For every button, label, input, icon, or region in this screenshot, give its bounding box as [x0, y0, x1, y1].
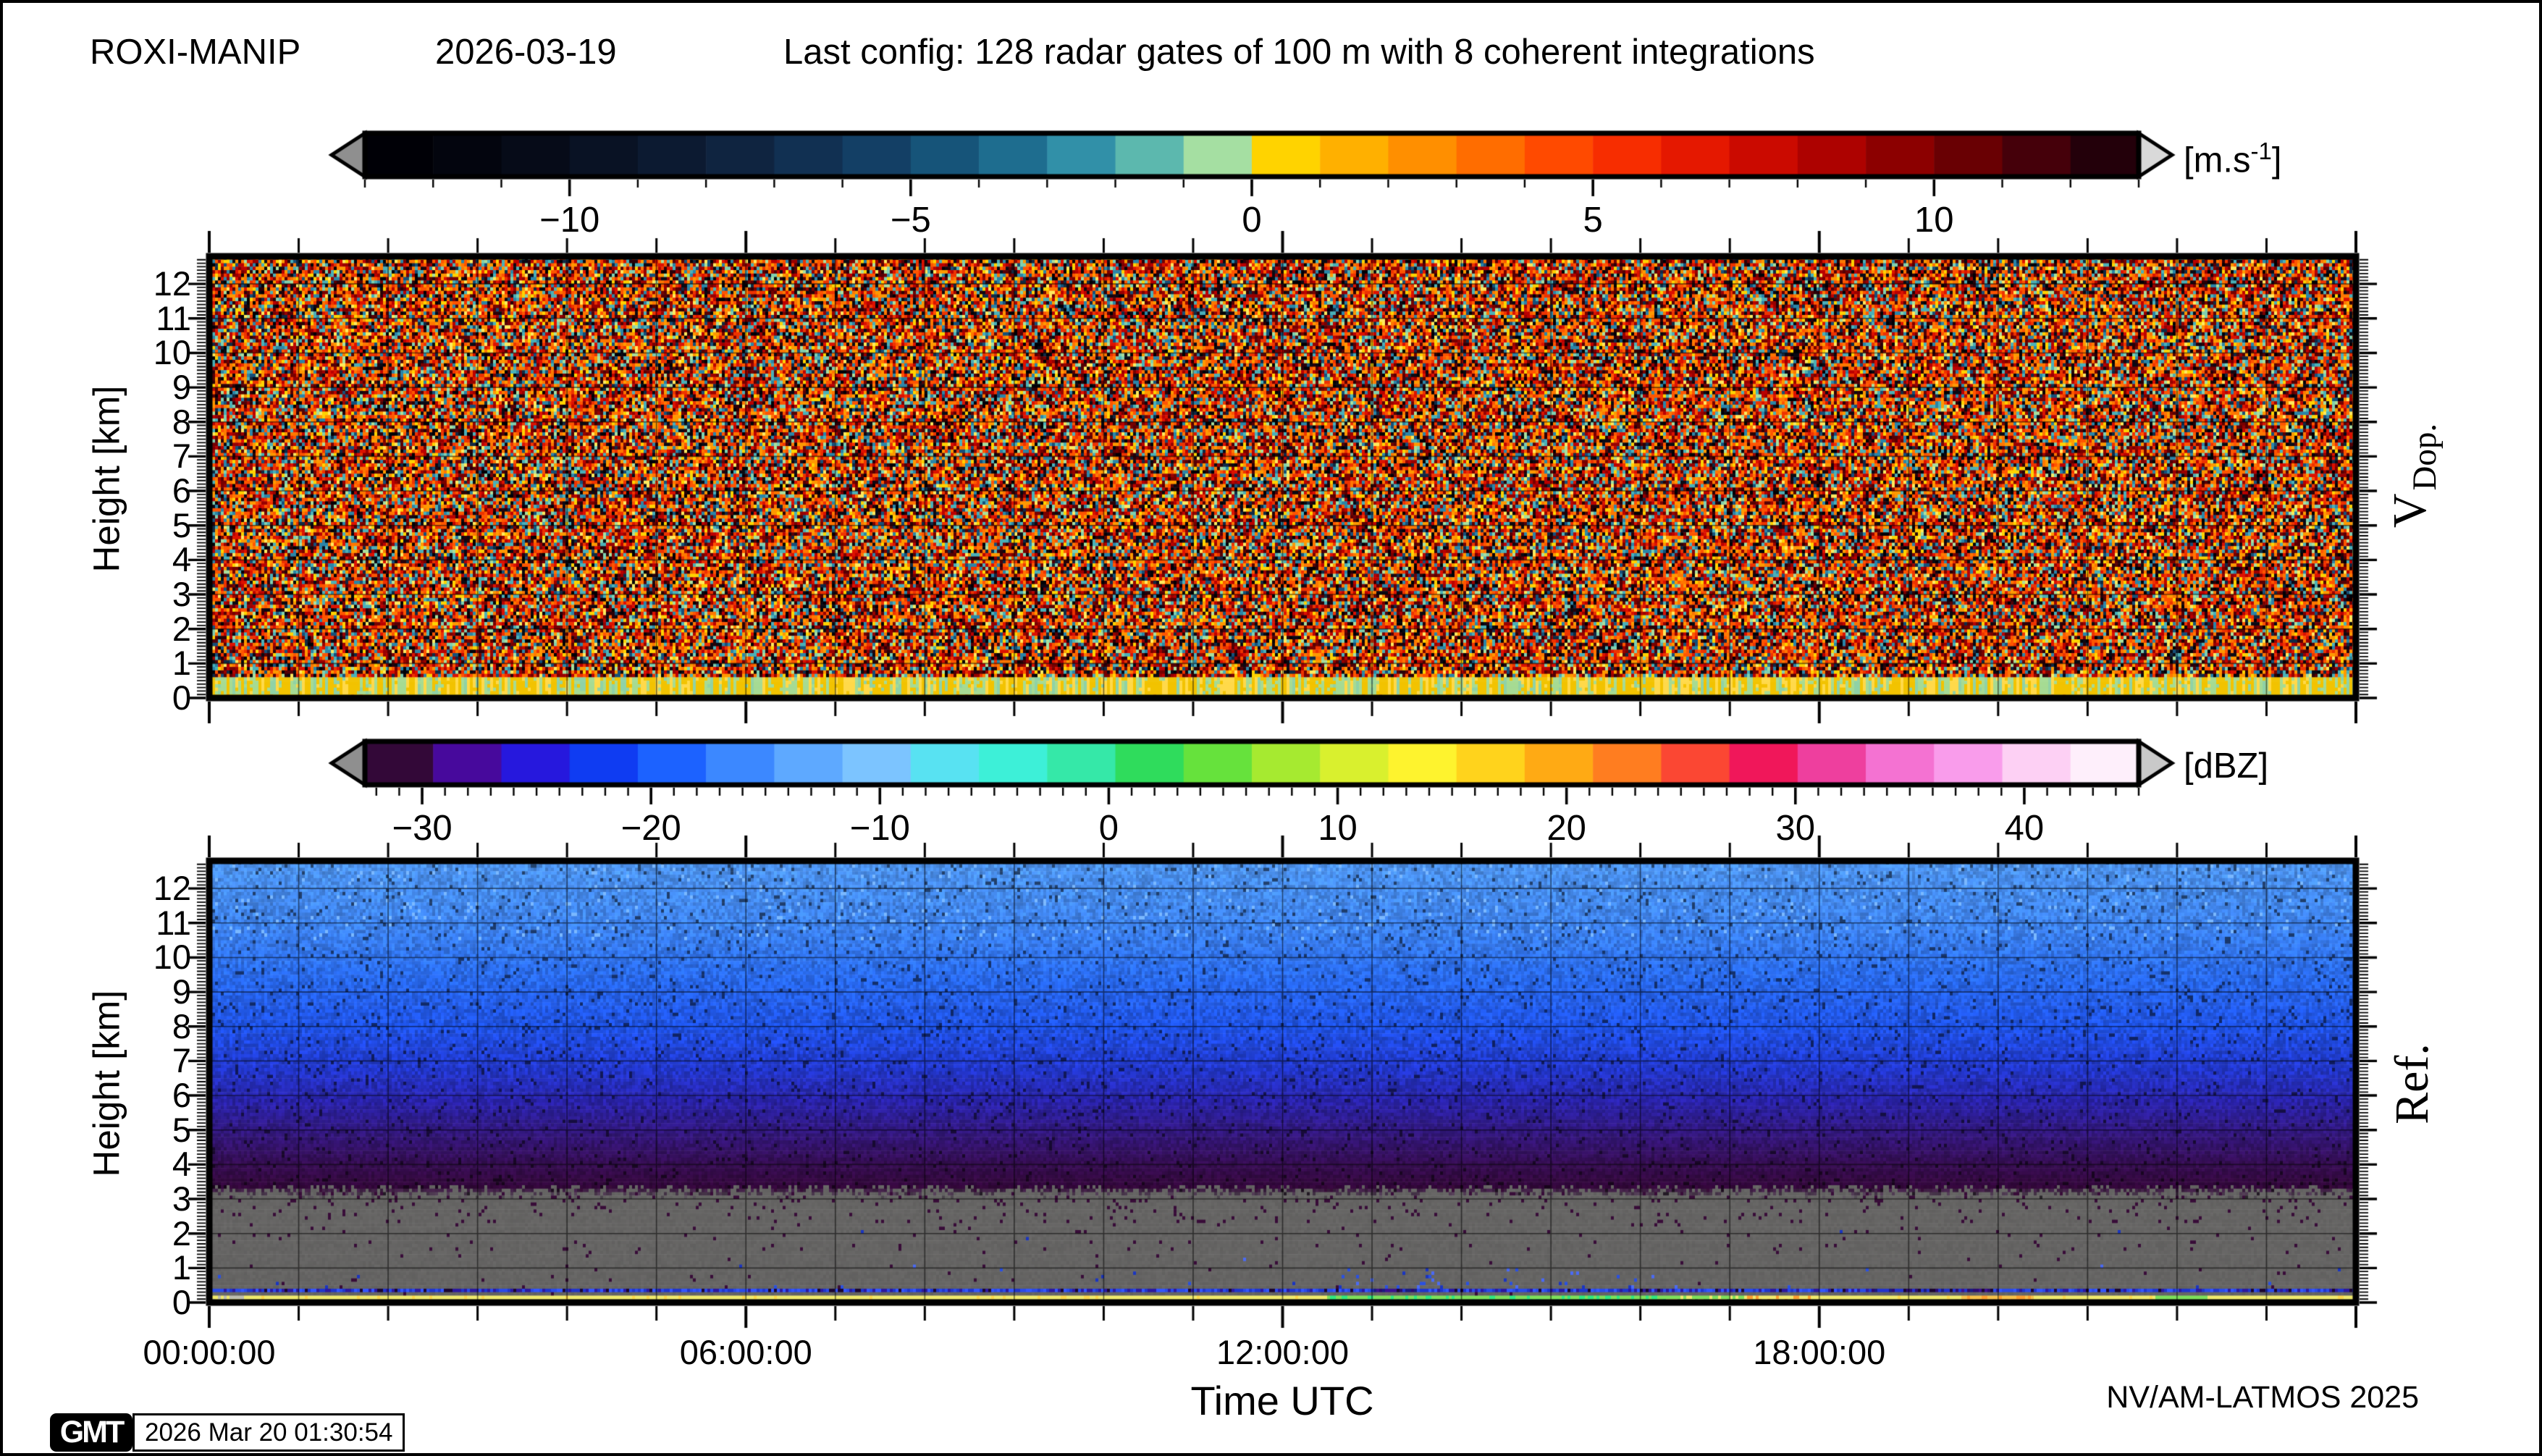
velocity-cb-tick-10: 10 [1914, 200, 1954, 240]
velocity-cb-tick--10: −10 [539, 200, 599, 240]
y-tick-label-top-4: 4 [67, 540, 191, 579]
y-tick-label-bottom-9: 9 [67, 972, 191, 1011]
reflectivity-cb-tick-40: 40 [2005, 808, 2045, 849]
y-tick-label-top-12: 12 [67, 264, 191, 303]
x-tick-label-06:00:00: 06:00:00 [615, 1332, 876, 1372]
y-tick-label-bottom-5: 5 [67, 1111, 191, 1150]
y-tick-label-top-9: 9 [67, 368, 191, 407]
y-tick-label-top-2: 2 [67, 610, 191, 649]
y-tick-label-top-7: 7 [67, 437, 191, 476]
reflectivity-cb-tick--20: −20 [621, 808, 681, 849]
time-axis-title: Time UTC [1190, 1377, 1373, 1424]
observation-date: 2026-03-19 [435, 32, 617, 72]
reflectivity-heatmap [173, 825, 2392, 1339]
x-tick-label-12:00:00: 12:00:00 [1153, 1332, 1413, 1372]
y-tick-label-bottom-6: 6 [67, 1076, 191, 1115]
y-tick-label-top-10: 10 [67, 333, 191, 372]
y-tick-label-bottom-8: 8 [67, 1007, 191, 1046]
x-tick-label-00:00:00: 00:00:00 [79, 1332, 340, 1372]
y-tick-label-top-5: 5 [67, 506, 191, 545]
station-name: ROXI-MANIP [90, 32, 300, 72]
y-tick-label-bottom-0: 0 [67, 1283, 191, 1322]
reflectivity-colorbar [307, 727, 2197, 821]
y-tick-label-bottom-7: 7 [67, 1041, 191, 1080]
velocity-cb-tick-5: 5 [1583, 200, 1603, 240]
gmt-timestamp: 2026 Mar 20 01:30:54 [132, 1413, 405, 1452]
bottom-panel-side-label: Ref. [2385, 863, 2440, 1305]
velocity-colorbar [307, 119, 2197, 213]
y-tick-label-bottom-10: 10 [67, 938, 191, 977]
y-tick-label-top-0: 0 [67, 678, 191, 718]
reflectivity-cb-tick-30: 30 [1776, 808, 1816, 849]
velocity-cb-tick--5: −5 [891, 200, 931, 240]
reflectivity-cb-tick-20: 20 [1546, 808, 1586, 849]
y-tick-label-bottom-12: 12 [67, 869, 191, 908]
y-tick-label-top-6: 6 [67, 471, 191, 510]
y-tick-label-top-8: 8 [67, 403, 191, 442]
reflectivity-cb-tick--30: −30 [392, 808, 452, 849]
velocity-cb-tick-0: 0 [1242, 200, 1261, 240]
reflectivity-cb-tick-10: 10 [1318, 808, 1358, 849]
y-tick-label-bottom-4: 4 [67, 1145, 191, 1184]
y-tick-label-top-3: 3 [67, 575, 191, 614]
reflectivity-unit-label: [dBZ] [2184, 746, 2268, 786]
reflectivity-cb-tick-0: 0 [1099, 808, 1119, 849]
y-tick-label-top-11: 11 [67, 299, 191, 338]
y-tick-label-bottom-2: 2 [67, 1214, 191, 1253]
reflectivity-cb-tick--10: −10 [850, 808, 910, 849]
gmt-logo: GMT [50, 1413, 132, 1452]
y-tick-label-top-1: 1 [67, 644, 191, 683]
credit-text: NV/AM-LATMOS 2025 [2106, 1380, 2419, 1415]
y-tick-label-bottom-1: 1 [67, 1248, 191, 1287]
radar-config-text: Last config: 128 radar gates of 100 m wi… [783, 32, 1815, 72]
top-panel-side-label: VDop. [2383, 255, 2438, 697]
y-tick-label-bottom-11: 11 [67, 904, 191, 943]
doppler-velocity-heatmap [173, 220, 2392, 734]
x-tick-label-18:00:00: 18:00:00 [1689, 1332, 1950, 1372]
velocity-unit-label: [m.s-1] [2184, 138, 2282, 180]
y-tick-label-bottom-3: 3 [67, 1179, 191, 1219]
radar-quicklook-figure: ROXI-MANIP 2026-03-19 Last config: 128 r… [0, 0, 2542, 1456]
